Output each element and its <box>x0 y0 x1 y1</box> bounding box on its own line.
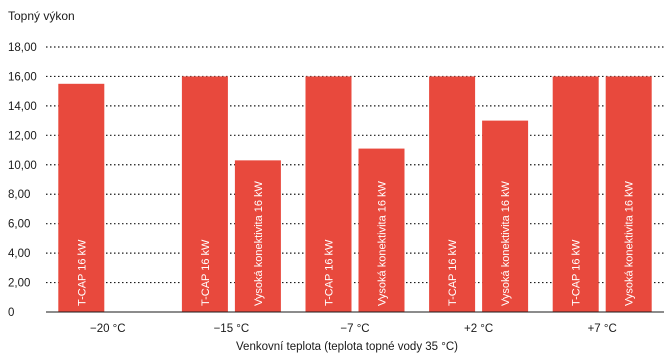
bar-tcap-3 <box>429 76 476 312</box>
bar-label: Vysoká konektivita 16 kW <box>253 180 265 306</box>
x-tick-label: +2 °C <box>464 323 493 335</box>
x-tick-label: −7 °C <box>340 323 369 335</box>
bar-label: Vysoká konektivita 16 kW <box>624 180 636 306</box>
gridlines <box>46 46 664 284</box>
y-tick-label: 8,00 <box>8 189 30 201</box>
bar-label: T-CAP 16 kW <box>200 239 212 306</box>
y-tick-label: 0 <box>8 307 14 319</box>
y-tick-label: 16,00 <box>8 71 37 83</box>
bar-label: T-CAP 16 kW <box>571 239 583 306</box>
bars: T-CAP 16 kW T-CAP 16 kW Vysoká konektivita… <box>58 76 652 312</box>
y-tick-label: 2,00 <box>8 278 30 290</box>
x-tick-label: −20 °C <box>90 323 126 335</box>
bar-label: T-CAP 16 kW <box>324 239 336 306</box>
y-tick-label: 6,00 <box>8 219 30 231</box>
bar-vysoka-konektivita-3 <box>482 120 529 312</box>
bar-tcap-0 <box>58 83 105 312</box>
bar-tcap-1 <box>181 76 228 312</box>
y-tick-labels: 0 2,00 4,00 6,00 8,00 10,00 12,00 14,00 16,00 18,… <box>8 42 37 319</box>
x-tick-label: +7 °C <box>588 323 617 335</box>
x-tick-label: −15 °C <box>214 323 250 335</box>
y-tick-label: 14,00 <box>8 101 37 113</box>
y-tick-label: 12,00 <box>8 130 37 142</box>
bar-tcap-2 <box>305 76 352 312</box>
y-tick-label: 10,00 <box>8 160 37 172</box>
bar-label: Vysoká konektivita 16 kW <box>377 180 389 306</box>
y-tick-label: 4,00 <box>8 248 30 260</box>
bar-label: Vysoká konektivita 16 kW <box>500 180 512 306</box>
bar-vysoka-konektivita-2 <box>358 148 405 312</box>
bar-label: T-CAP 16 kW <box>76 239 88 306</box>
bar-vysoka-konektivita-4 <box>605 76 652 312</box>
y-axis-title: Topný výkon <box>8 9 75 23</box>
y-tick-label: 18,00 <box>8 42 37 54</box>
bar-tcap-4 <box>552 76 599 312</box>
bar-vysoka-konektivita-1 <box>234 160 281 312</box>
x-axis-title: Venkovní teplota (teplota topné vody 35 … <box>236 341 458 353</box>
x-tick-labels: −20 °C −15 °C −7 °C +2 °C +7 °C <box>90 323 617 335</box>
bar-label: T-CAP 16 kW <box>447 239 459 306</box>
